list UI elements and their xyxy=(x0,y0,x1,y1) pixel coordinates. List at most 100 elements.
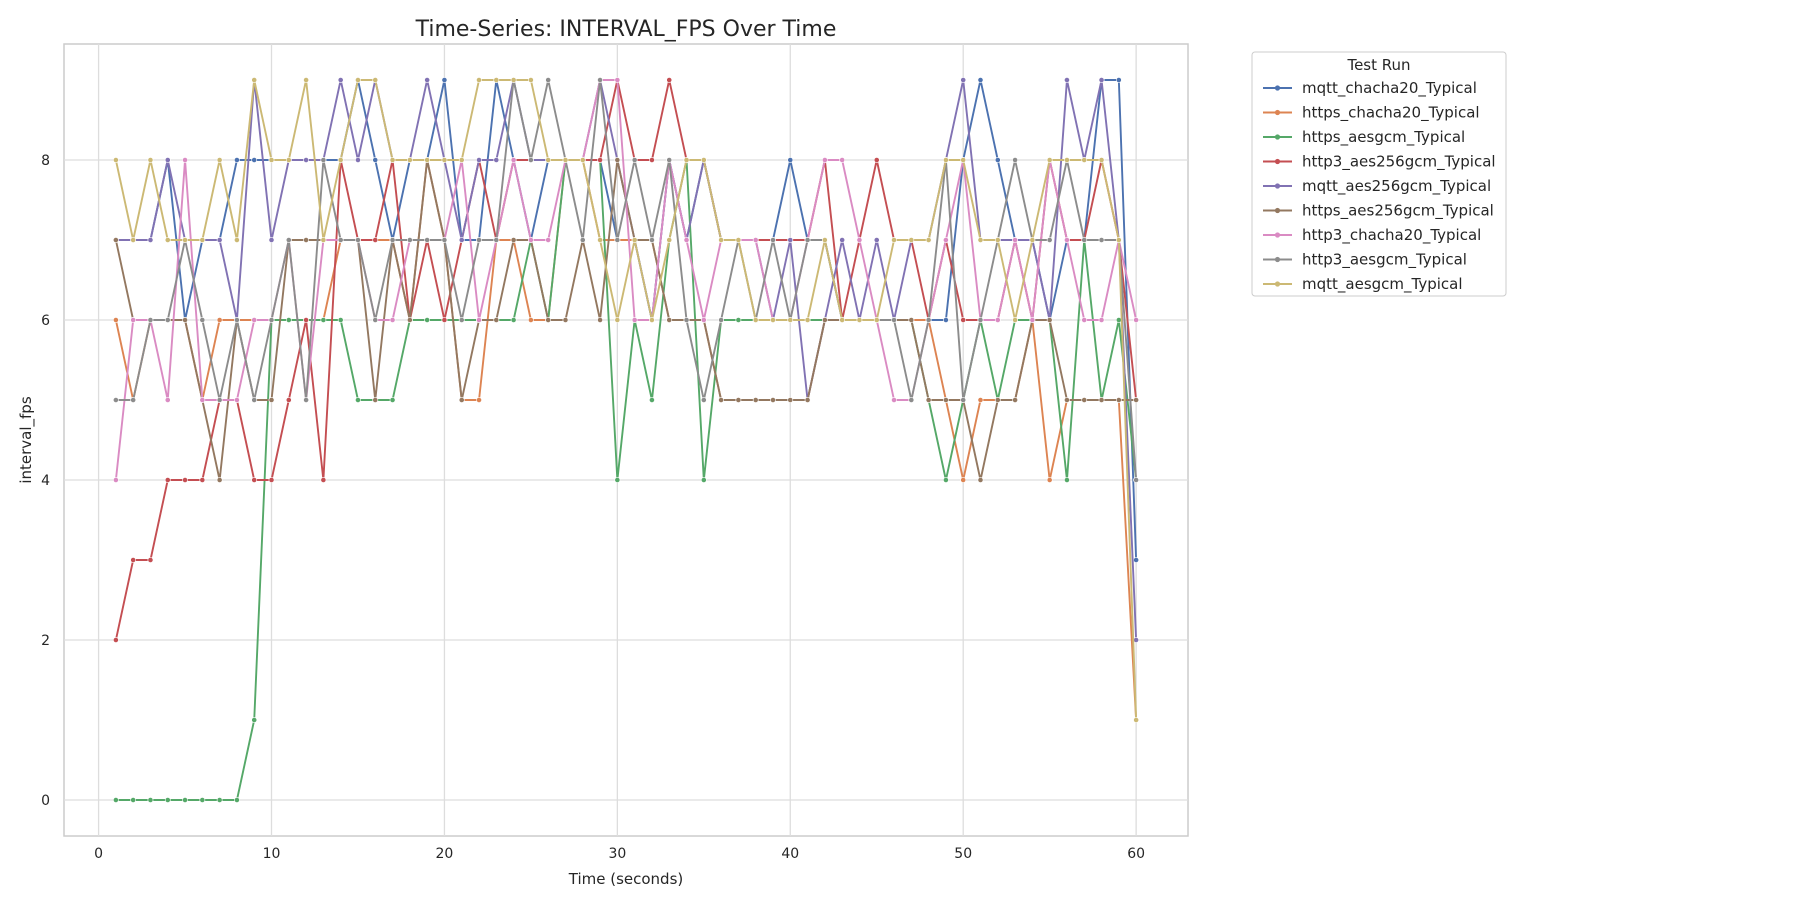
data-point xyxy=(1115,397,1122,403)
data-point xyxy=(112,237,119,243)
data-point xyxy=(268,477,275,483)
data-point xyxy=(545,77,552,83)
data-point xyxy=(320,237,327,243)
data-point xyxy=(1064,77,1070,83)
data-point xyxy=(130,557,137,563)
data-point xyxy=(1133,637,1140,643)
data-point xyxy=(476,77,482,83)
x-axis-ticks: 0 10 20 30 40 50 60 xyxy=(94,846,1145,862)
data-point xyxy=(856,317,863,323)
data-point xyxy=(406,237,413,243)
legend-item: https_aesgcm_Typical xyxy=(1263,128,1465,147)
x-tick-label: 10 xyxy=(263,846,281,862)
legend-swatch-marker xyxy=(1274,207,1281,214)
data-point xyxy=(389,317,396,323)
data-point xyxy=(735,237,742,243)
data-point xyxy=(355,157,361,163)
data-point xyxy=(130,317,137,323)
data-point xyxy=(943,157,949,163)
data-point xyxy=(1115,317,1122,323)
data-point xyxy=(770,397,776,403)
data-point xyxy=(458,237,465,243)
data-point xyxy=(303,237,309,243)
data-point xyxy=(787,157,794,163)
data-point xyxy=(891,237,897,243)
data-point xyxy=(372,77,379,83)
data-point xyxy=(527,237,534,243)
series-line xyxy=(115,79,1138,481)
data-point xyxy=(510,157,517,163)
data-point xyxy=(164,477,171,483)
data-point xyxy=(700,477,707,483)
data-point xyxy=(476,237,482,243)
data-point xyxy=(649,397,655,403)
data-point xyxy=(683,237,690,243)
data-point xyxy=(182,157,188,163)
data-point xyxy=(164,317,171,323)
data-point xyxy=(597,77,603,83)
data-point xyxy=(112,477,119,483)
data-point xyxy=(1133,477,1140,483)
data-point xyxy=(1098,77,1105,83)
data-point xyxy=(458,317,465,323)
data-point xyxy=(130,397,137,403)
data-point xyxy=(925,397,932,403)
data-point xyxy=(977,477,984,483)
data-point xyxy=(752,317,759,323)
data-point xyxy=(234,237,240,243)
data-point xyxy=(943,237,949,243)
data-point xyxy=(994,317,1001,323)
x-tick-label: 50 xyxy=(954,846,972,862)
data-point xyxy=(908,237,915,243)
data-point xyxy=(320,477,327,483)
data-point xyxy=(285,397,292,403)
data-point xyxy=(1098,237,1105,243)
data-point xyxy=(943,477,949,483)
y-tick-label: 8 xyxy=(41,153,50,169)
data-point xyxy=(873,237,880,243)
data-point xyxy=(1081,317,1088,323)
data-point xyxy=(164,157,171,163)
data-point xyxy=(510,237,517,243)
legend-label: http3_chacha20_Typical xyxy=(1302,226,1481,245)
data-point xyxy=(1081,157,1088,163)
legend-label: https_chacha20_Typical xyxy=(1302,104,1480,123)
series-mqtt_aesgcm_Typical xyxy=(112,77,1140,723)
data-point xyxy=(493,317,500,323)
legend-title: Test Run xyxy=(1346,56,1410,74)
data-point xyxy=(493,77,500,83)
data-point xyxy=(1064,397,1070,403)
legend-swatch-marker xyxy=(1274,134,1281,140)
data-point xyxy=(164,397,171,403)
legend-item: mqtt_aes256gcm_Typical xyxy=(1263,177,1491,196)
data-point xyxy=(527,317,534,323)
data-point xyxy=(406,317,413,323)
data-point xyxy=(804,397,811,403)
data-point xyxy=(147,557,154,563)
data-point xyxy=(1133,317,1140,323)
legend-swatch-marker xyxy=(1274,183,1281,189)
data-point xyxy=(943,317,949,323)
data-point xyxy=(476,317,482,323)
data-point xyxy=(839,317,846,323)
data-point xyxy=(735,397,742,403)
data-point xyxy=(1064,157,1070,163)
data-point xyxy=(804,317,811,323)
data-point xyxy=(873,317,880,323)
data-point xyxy=(649,157,655,163)
x-tick-label: 20 xyxy=(436,846,454,862)
data-point xyxy=(234,157,240,163)
data-point xyxy=(476,157,482,163)
data-point xyxy=(355,237,361,243)
data-point xyxy=(718,317,725,323)
data-point xyxy=(908,397,915,403)
data-point xyxy=(545,317,552,323)
data-point xyxy=(891,397,897,403)
legend-swatch-marker xyxy=(1274,281,1281,287)
data-point xyxy=(251,77,258,83)
data-point xyxy=(1133,557,1140,563)
data-point xyxy=(251,397,258,403)
data-point xyxy=(216,237,223,243)
data-point xyxy=(164,797,171,803)
data-point xyxy=(631,317,638,323)
